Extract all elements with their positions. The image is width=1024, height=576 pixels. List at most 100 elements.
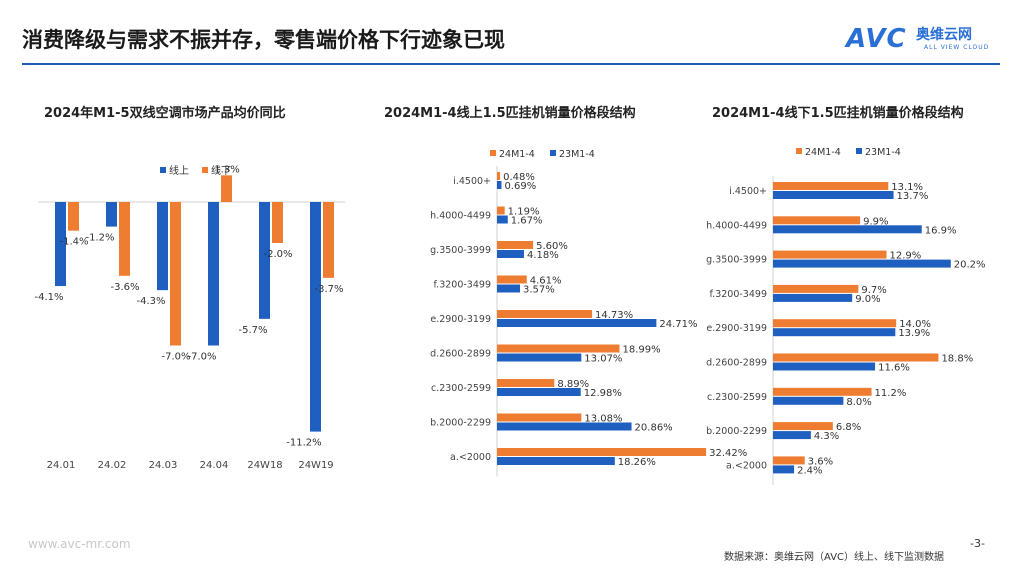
chart3-category-label: f.3200-3499 <box>710 289 767 300</box>
chart3-bar-23m1-4 <box>773 465 795 474</box>
chart3-legend-24m1-4: 24M1-4 <box>805 147 841 158</box>
chart2-label-24m1-4: 18.99% <box>622 345 660 356</box>
chart2-label-23m1-4: 20.86% <box>635 423 673 434</box>
chart1-bar-online <box>310 202 321 432</box>
chart3-bar-23m1-4 <box>773 362 876 371</box>
chart3-bar-23m1-4 <box>773 328 896 337</box>
chart2-category-label: f.3200-3499 <box>434 280 491 291</box>
chart2-label-23m1-4: 24.71% <box>659 319 697 330</box>
chart1-label-online: -5.7% <box>238 325 267 336</box>
chart3-label-24m1-4: 12.9% <box>890 251 922 262</box>
chart2-bar-24m1-4 <box>497 379 555 387</box>
chart2-bar-23m1-4 <box>497 319 657 327</box>
chart1-plot: -4.1% -1.4% 24.01 -1.2% -3.6% 24.02 -4.3% -7.0%… <box>34 164 345 471</box>
chart2-bar-23m1-4 <box>497 284 521 293</box>
chart2-bar-23m1-4 <box>497 215 508 224</box>
chart1-label-online: -4.3% <box>136 296 165 307</box>
chart1-xtick-label: 24.02 <box>98 460 127 471</box>
chart2-bar-23m1-4 <box>497 457 615 465</box>
chart2-category-label: a.<2000 <box>450 452 491 463</box>
chart1-label-online: -4.1% <box>34 292 63 303</box>
chart1-legend-swatch-online <box>160 167 166 173</box>
chart3-category-label: e.2900-3199 <box>706 323 767 334</box>
chart3-label-23m1-4: 13.9% <box>898 328 930 339</box>
page-number: -3- <box>970 537 985 550</box>
chart1-label-offline: -2.0% <box>263 249 292 260</box>
chart3-plot: 13.1%13.7% i.4500+ 9.9% 16.9% h.4000-4499 12.… <box>706 147 986 485</box>
chart2-label-23m1-4: 18.26% <box>618 457 656 468</box>
chart1-bar-online <box>55 202 66 287</box>
chart2-label-23m1-4: 3.57% <box>523 285 555 296</box>
chart2-category-label: i.4500+ <box>453 176 491 187</box>
chart3-legend-swatch-24m1-4 <box>796 148 802 154</box>
chart2-label-23m1-4: 13.07% <box>584 354 622 365</box>
chart1-bar-online <box>208 202 219 346</box>
chart3-label-23m1-4: 9.0% <box>855 294 880 305</box>
chart3-category-label: h.4000-4499 <box>706 220 767 231</box>
chart1-legend-offline: 线下 <box>211 164 231 177</box>
chart3-category-label: b.2000-2299 <box>706 426 767 437</box>
chart3-label-24m1-4: 13.1% <box>891 182 923 193</box>
chart1-label-offline: 1.3% <box>214 164 239 175</box>
chart1-bar-online <box>106 202 117 227</box>
chart3-label-23m1-4: 4.3% <box>814 431 839 442</box>
chart3-label-23m1-4: 20.2% <box>954 260 986 271</box>
chart2-legend-24m1-4: 24M1-4 <box>499 149 535 160</box>
chart2-legend-swatch-23m1-4 <box>550 150 556 156</box>
chart3-bar-24m1-4 <box>773 387 872 396</box>
chart2-legend-swatch-24m1-4 <box>490 150 496 156</box>
chart2-bar-23m1-4 <box>497 353 582 362</box>
chart2-bar-24m1-4 <box>497 413 582 422</box>
chart3-bar-24m1-4 <box>773 319 897 328</box>
chart3-label-24m1-4: 11.2% <box>875 388 907 399</box>
chart1-xtick-label: 24W19 <box>298 460 333 471</box>
chart2-category-label: e.2900-3199 <box>430 314 491 325</box>
chart3-bar-24m1-4 <box>773 422 833 431</box>
chart2-label-24m1-4: 8.89% <box>557 379 589 390</box>
chart2-bar-24m1-4 <box>497 241 534 249</box>
chart3-label-24m1-4: 9.9% <box>863 216 888 227</box>
chart3-label-24m1-4: 14.0% <box>899 319 931 330</box>
chart2-category-label: d.2600-2899 <box>430 349 491 360</box>
chart2-title: 2024M1-4线上1.5匹挂机销量价格段结构 <box>384 106 636 121</box>
chart2-bar-24m1-4 <box>497 275 527 284</box>
chart1-bar-offline <box>119 202 130 276</box>
chart2-bar-24m1-4 <box>497 344 620 353</box>
chart2-category-label: b.2000-2299 <box>430 418 491 429</box>
chart1-bar-offline <box>323 202 334 278</box>
chart1-label-offline: -7.0% <box>161 352 190 363</box>
chart1-bar-offline <box>221 175 232 202</box>
chart3-title: 2024M1-4线下1.5匹挂机销量价格段结构 <box>712 106 964 121</box>
chart2-bar-23m1-4 <box>497 250 524 258</box>
chart2-label-24m1-4: 4.61% <box>530 276 562 287</box>
chart2-label-24m1-4: 1.19% <box>508 207 540 218</box>
chart2-label-23m1-4: 1.67% <box>511 216 543 227</box>
chart2-label-24m1-4: 32.42% <box>709 448 747 459</box>
chart3-bar-23m1-4 <box>773 191 894 199</box>
chart1-xtick-label: 24W18 <box>247 460 282 471</box>
chart1-bar-online <box>157 202 168 291</box>
chart2-label-24m1-4: 5.60% <box>536 241 568 252</box>
chart3-bar-23m1-4 <box>773 431 811 440</box>
chart2-label-23m1-4: 12.98% <box>584 388 622 399</box>
chart2-bar-23m1-4 <box>497 388 581 396</box>
chart3-label-24m1-4: 3.6% <box>808 456 833 467</box>
chart1-label-online: -7.0% <box>187 352 216 363</box>
chart3-bar-23m1-4 <box>773 396 844 405</box>
chart3-category-label: d.2600-2899 <box>706 358 767 369</box>
chart3-label-23m1-4: 16.9% <box>925 225 957 236</box>
chart3-bar-24m1-4 <box>773 182 889 190</box>
chart2-category-label: g.3500-3999 <box>430 245 491 256</box>
logo-avc-text: AVC <box>846 24 907 54</box>
chart3-bar-23m1-4 <box>773 259 951 268</box>
chart3-bar-24m1-4 <box>773 284 859 293</box>
chart3-label-24m1-4: 6.8% <box>836 422 861 433</box>
chart1-bar-offline <box>170 202 181 346</box>
chart1-label-offline: -3.7% <box>314 284 343 295</box>
chart1-label-online: -11.2% <box>286 438 321 449</box>
chart1-label-offline: -1.4% <box>59 237 88 248</box>
chart1-bar-online <box>259 202 270 319</box>
chart1-title: 2024年M1-5双线空调市场产品均价同比 <box>44 106 286 121</box>
chart3-label-23m1-4: 2.4% <box>797 465 822 476</box>
chart1-bar-offline <box>68 202 79 231</box>
